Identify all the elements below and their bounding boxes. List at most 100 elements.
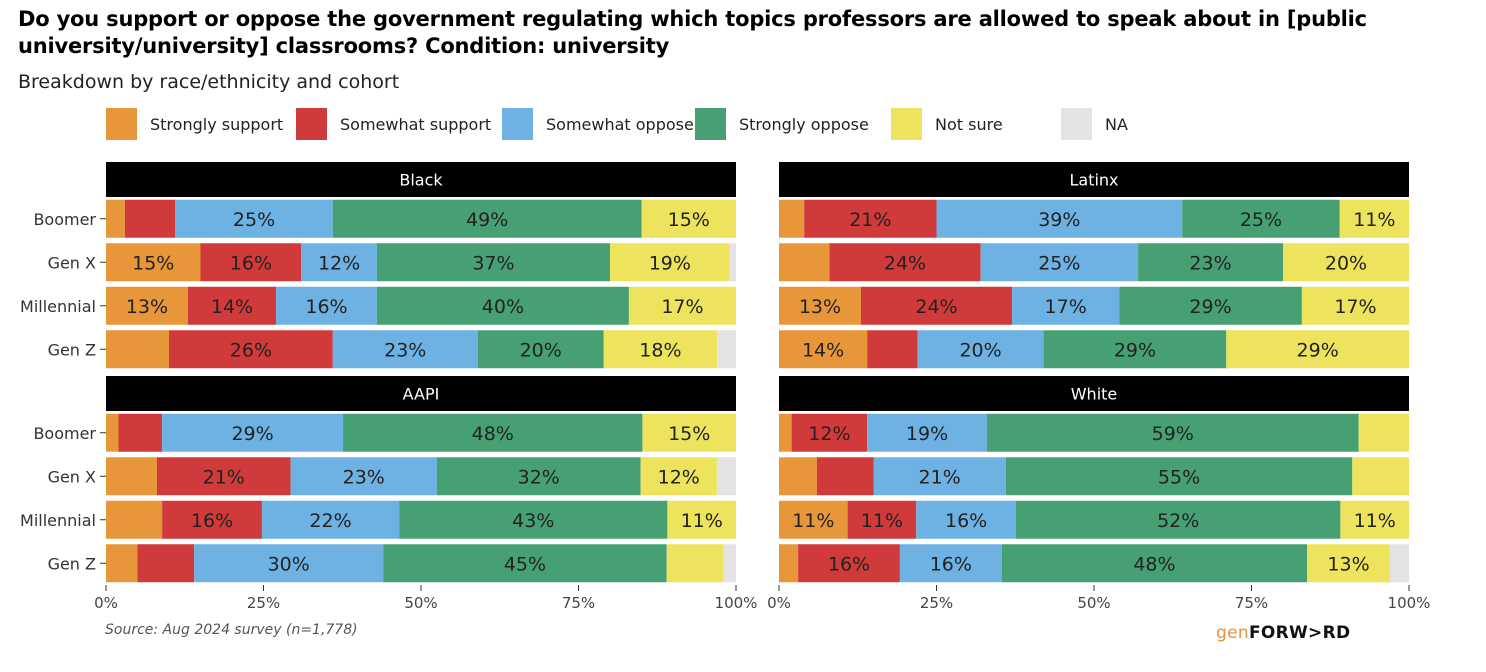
legend-label-3: Strongly oppose [739,115,869,134]
data-label: 16% [191,510,233,532]
panel-strip-0 [106,162,736,197]
bar-segment [1138,243,1283,282]
legend-swatch-4 [891,108,922,140]
bar-segment [301,243,377,282]
data-label: 13% [1327,553,1369,575]
data-label: 17% [1045,296,1087,318]
bar-segment [290,457,437,496]
bar-segment [916,500,1017,539]
data-label: 40% [482,296,524,318]
bar-segment [383,544,667,583]
bar-segment [729,243,736,282]
x-tick-label: 0% [767,594,791,612]
bar-segment [124,199,176,238]
x-tick-label: 100% [1388,594,1431,612]
data-label: 20% [959,339,1001,361]
data-label: 25% [1038,252,1080,274]
data-label: 12% [658,466,700,488]
bar-segment [628,286,736,325]
data-label: 11% [681,510,723,532]
data-label: 22% [309,510,351,532]
data-label: 55% [1158,466,1200,488]
bar-segment [1301,286,1409,325]
bar-segment [779,413,792,452]
data-label: 16% [828,553,870,575]
bar-segment [1016,500,1341,539]
bar-segment [1001,544,1308,583]
data-label: 16% [305,296,347,318]
bar-segment [376,243,610,282]
legend-label-1: Somewhat support [340,115,491,134]
bar-segment [261,500,400,539]
data-label: 52% [1157,510,1199,532]
data-label: 20% [1325,252,1367,274]
bar-segment [716,457,736,496]
data-label: 14% [211,296,253,318]
bar-segment [1358,413,1409,452]
data-label: 29% [1297,339,1339,361]
bar-segment [1182,199,1340,238]
panel-title-3: White [1071,385,1118,404]
bar-segment [986,413,1359,452]
bar-segment [816,457,874,496]
data-label: 48% [472,423,514,445]
bar-segment [343,413,643,452]
x-tick-label: 0% [94,594,118,612]
data-label: 20% [520,339,562,361]
y-tick-label: Boomer [33,210,96,229]
data-label: 23% [343,466,385,488]
panel-strip-2 [106,376,736,411]
bar-segment [1307,544,1390,583]
data-label: 11% [1354,510,1396,532]
bar-segment [829,243,981,282]
data-label: 16% [230,252,272,274]
data-label: 15% [132,252,174,274]
bar-segment [867,413,987,452]
bar-segment [162,500,262,539]
bar-segment [1005,457,1353,496]
bar-segment [1012,286,1120,325]
legend-label-5: NA [1105,115,1128,134]
data-label: 19% [906,423,948,445]
data-label: 11% [1353,209,1395,231]
bar-segment [118,413,163,452]
data-label: 17% [1334,296,1376,318]
bar-segment [376,286,629,325]
y-tick-label: Millennial [20,297,96,316]
data-label: 11% [792,510,834,532]
data-label: 24% [915,296,957,318]
data-label: 21% [849,209,891,231]
bar-segment [917,330,1044,369]
bar-segment [798,544,900,583]
bar-segment [169,330,333,369]
bar-segment [156,457,291,496]
legend-label-0: Strongly support [150,115,283,134]
legend-label-2: Somewhat oppose [546,115,694,134]
bar-segment [779,500,848,539]
bar-segment [779,243,830,282]
bar-segment [804,199,937,238]
bar-segment [1352,457,1409,496]
bar-segment [603,330,718,369]
data-label: 30% [268,553,310,575]
x-tick-label: 50% [1077,594,1110,612]
bar-segment [779,330,868,369]
bar-segment [867,330,918,369]
bar-segment [1043,330,1227,369]
bar-segment [779,286,861,325]
data-label: 11% [861,510,903,532]
bar-segment [1340,500,1409,539]
data-label: 37% [472,252,514,274]
x-tick-label: 75% [562,594,595,612]
bar-segment [106,243,201,282]
data-label: 13% [799,296,841,318]
panel-strip-1 [779,162,1409,197]
y-tick-label: Gen X [48,467,96,486]
source-note: Source: Aug 2024 survey (n=1,778) [105,622,358,638]
data-label: 18% [639,339,681,361]
data-label: 32% [518,466,560,488]
data-label: 21% [203,466,245,488]
data-label: 26% [230,339,272,361]
bar-segment [106,286,188,325]
bar-segment [436,457,641,496]
